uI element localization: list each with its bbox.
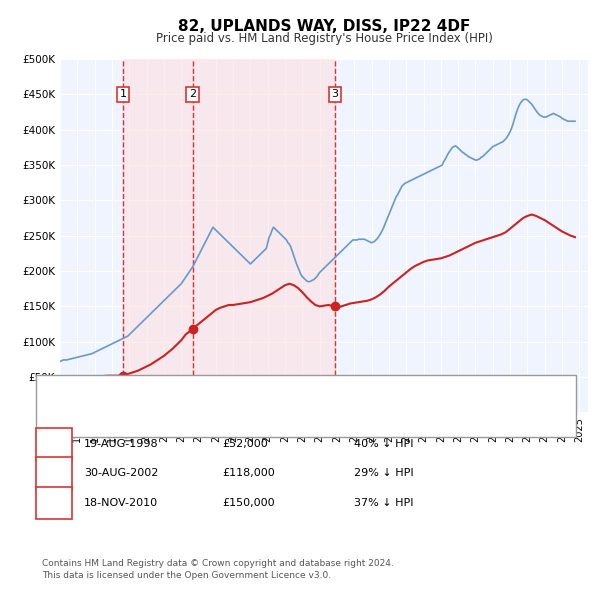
Text: 1: 1 <box>50 439 58 448</box>
Text: ────: ──── <box>54 386 81 396</box>
Bar <box>193 59 335 412</box>
Text: Contains HM Land Registry data © Crown copyright and database right 2024.: Contains HM Land Registry data © Crown c… <box>42 559 394 568</box>
Bar <box>123 59 193 412</box>
Text: £52,000: £52,000 <box>222 439 268 448</box>
Text: 37% ↓ HPI: 37% ↓ HPI <box>354 498 413 507</box>
Text: 1: 1 <box>119 89 127 99</box>
Text: £118,000: £118,000 <box>222 468 275 478</box>
Text: This data is licensed under the Open Government Licence v3.0.: This data is licensed under the Open Gov… <box>42 571 331 580</box>
Text: 2: 2 <box>50 468 58 478</box>
Text: 19-AUG-1998: 19-AUG-1998 <box>84 439 158 448</box>
Text: 30-AUG-2002: 30-AUG-2002 <box>84 468 158 478</box>
Text: 82, UPLANDS WAY, DISS, IP22 4DF (detached house): 82, UPLANDS WAY, DISS, IP22 4DF (detache… <box>90 386 363 396</box>
Text: 2: 2 <box>189 89 196 99</box>
Text: 40% ↓ HPI: 40% ↓ HPI <box>354 439 413 448</box>
Text: 18-NOV-2010: 18-NOV-2010 <box>84 498 158 507</box>
Text: Price paid vs. HM Land Registry's House Price Index (HPI): Price paid vs. HM Land Registry's House … <box>155 32 493 45</box>
Text: 29% ↓ HPI: 29% ↓ HPI <box>354 468 413 478</box>
Text: £150,000: £150,000 <box>222 498 275 507</box>
Text: 82, UPLANDS WAY, DISS, IP22 4DF: 82, UPLANDS WAY, DISS, IP22 4DF <box>178 19 470 34</box>
Text: 3: 3 <box>50 498 58 507</box>
Text: 3: 3 <box>331 89 338 99</box>
Text: HPI: Average price, detached house, South Norfolk: HPI: Average price, detached house, Sout… <box>90 405 354 415</box>
Text: ────: ──── <box>54 405 81 415</box>
